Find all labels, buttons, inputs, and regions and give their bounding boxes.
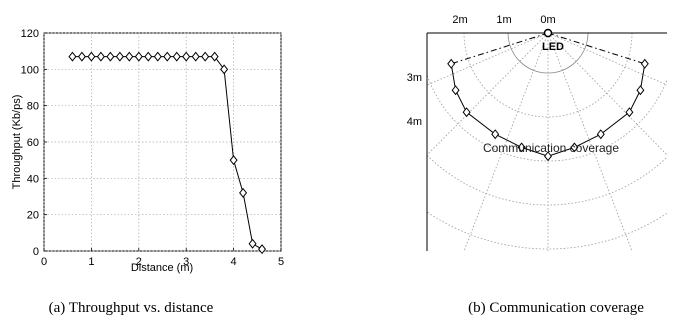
coverage-point [570, 142, 579, 153]
throughput-point [248, 238, 257, 249]
throughput-point [182, 51, 191, 62]
throughput-point [144, 51, 153, 62]
throughput-point [163, 51, 172, 62]
coverage-annotation: Communication coverage [483, 141, 619, 155]
coverage-point [447, 58, 456, 69]
y-tick-label: 120 [21, 28, 39, 40]
throughput-point [87, 51, 96, 62]
polar-grid [427, 33, 667, 251]
throughput-point [68, 51, 77, 62]
led-label: LED [542, 41, 564, 53]
throughput-point [220, 64, 229, 75]
coverage-point [451, 85, 460, 96]
y-tick-label: 0 [33, 246, 39, 258]
throughput-point [229, 155, 238, 166]
led-icon [543, 28, 553, 38]
throughput-markers [68, 51, 267, 255]
y-tick-label: 40 [27, 173, 39, 185]
y-tick-label: 60 [27, 137, 39, 149]
horizontal-tick-label: 1m [496, 14, 511, 26]
coverage-point [462, 107, 471, 118]
tick-labels-a: 0 1 2 3 4 5 0 20 40 60 80 100 120 [21, 28, 284, 268]
radial-l3 [427, 33, 549, 86]
y-tick-label: 20 [27, 210, 39, 222]
x-tick-label: 3 [183, 256, 189, 268]
x-tick-label: 4 [231, 256, 237, 268]
throughput-point [134, 51, 143, 62]
coverage-point [640, 58, 649, 69]
y-axis-label-a: Throughput (Kb/ps) [11, 95, 23, 190]
x-tick-label: 5 [278, 256, 284, 268]
coverage-chart: 2m 1m 0m 3m 4m LED Communication coverage (b… [407, 14, 667, 316]
y-tick-label: 100 [21, 64, 39, 76]
throughput-point [172, 51, 181, 62]
grid-a [43, 32, 282, 252]
throughput-point [153, 51, 162, 62]
throughput-point [115, 51, 124, 62]
radial-r3 [547, 33, 667, 86]
x-axis-label-a: Distance (m) [131, 262, 193, 274]
coverage-point [625, 107, 634, 118]
y-tick-label: 80 [27, 101, 39, 113]
radial-l2 [427, 33, 549, 156]
range-circle-4 [427, 211, 667, 250]
coverage-cone-left [451, 32, 549, 65]
caption-a: (a) Throughput vs. distance [49, 300, 214, 316]
coverage-point [636, 85, 645, 96]
radial-r1 [547, 33, 633, 251]
range-circle-3 [427, 154, 667, 206]
vertical-tick-label: 3m [407, 72, 422, 84]
caption-b: (b) Communication coverage [468, 300, 644, 316]
throughput-chart: 0 1 2 3 4 5 0 20 40 60 80 100 120 Distance (m) Throu… [11, 28, 284, 316]
throughput-point [77, 51, 86, 62]
radial-l1 [463, 33, 549, 251]
coverage-point [517, 142, 526, 153]
x-tick-label: 2 [136, 256, 142, 268]
tick-labels-b: 2m 1m 0m 3m 4m [407, 14, 556, 128]
x-tick-label: 1 [88, 256, 94, 268]
coverage-point [596, 129, 605, 140]
horizontal-tick-label: 0m [540, 14, 555, 26]
coverage-point [543, 151, 553, 162]
throughput-point [106, 51, 115, 62]
throughput-point [201, 51, 210, 62]
throughput-point [239, 187, 248, 198]
coverage-point [491, 129, 500, 140]
throughput-point [210, 51, 219, 62]
throughput-point [191, 51, 200, 62]
horizontal-tick-label: 2m [452, 14, 467, 26]
coverage-cone-right [547, 32, 645, 65]
coverage-markers [447, 58, 649, 162]
radial-r2 [547, 33, 667, 156]
throughput-point [96, 51, 105, 62]
vertical-tick-label: 4m [407, 116, 422, 128]
throughput-point [258, 244, 267, 255]
throughput-point [125, 51, 134, 62]
x-tick-label: 0 [41, 256, 47, 268]
